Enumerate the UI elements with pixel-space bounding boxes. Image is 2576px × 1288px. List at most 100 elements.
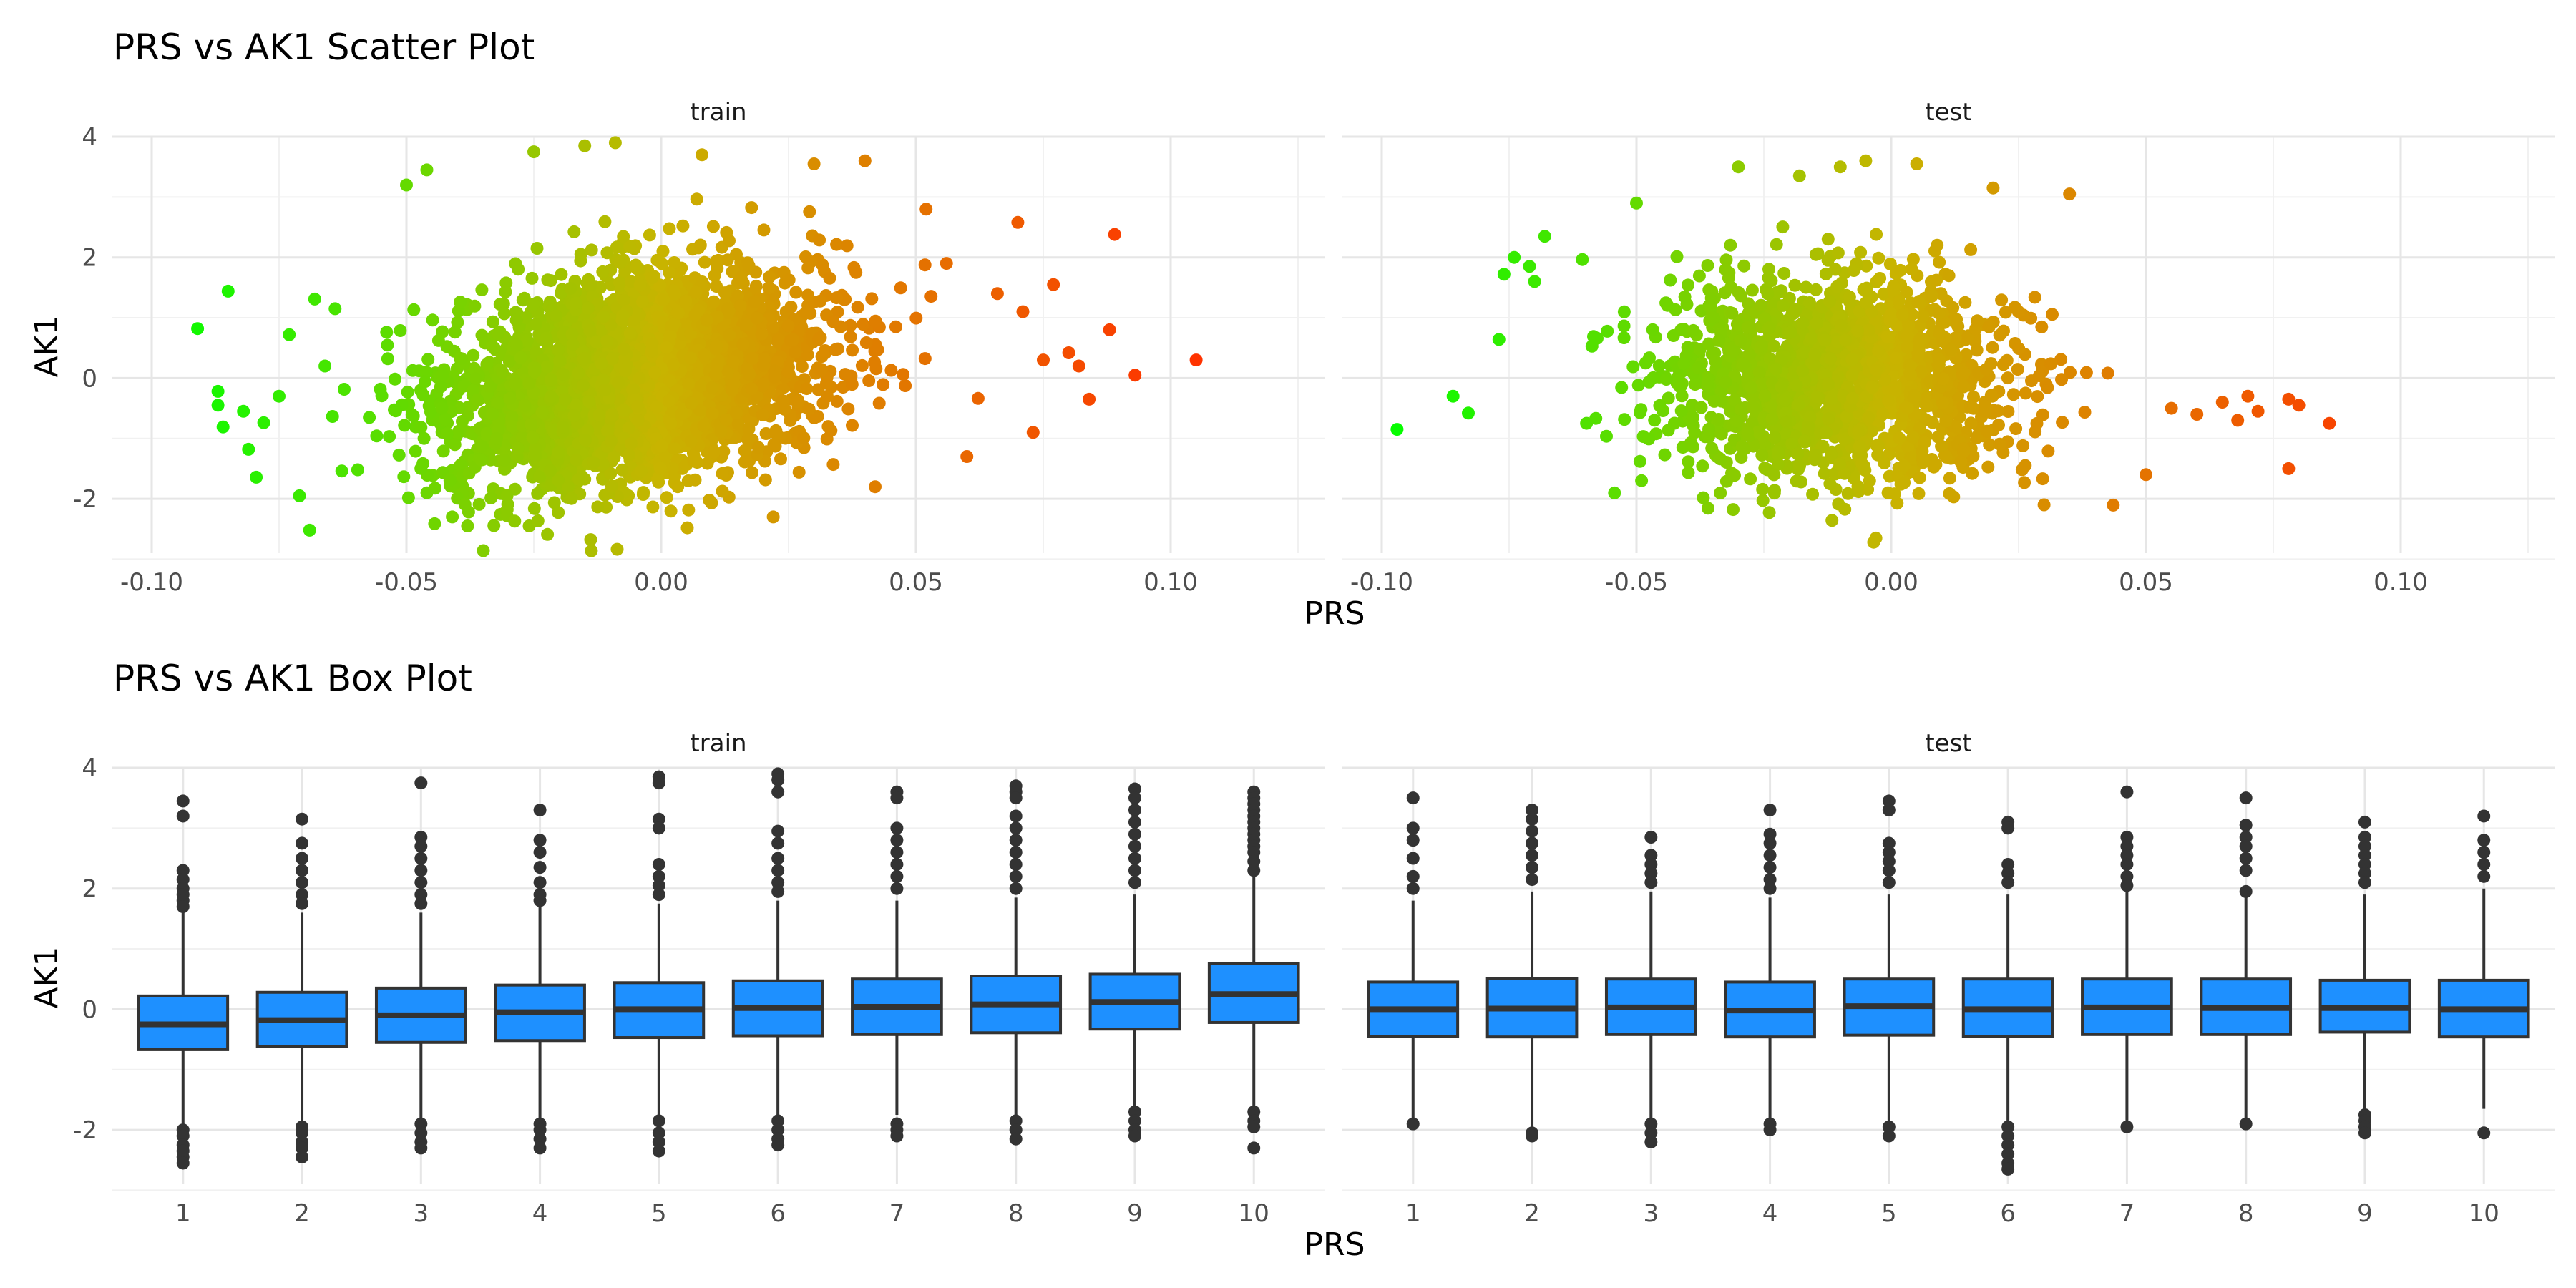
scatter-point [660,491,673,504]
scatter-point [1993,328,2006,342]
scatter-point [451,316,464,329]
scatter-point [1732,160,1745,174]
scatter-point [821,420,835,434]
scatter-point [1946,301,1960,314]
scatter-point [414,421,428,434]
scatter-point [664,504,678,518]
scatter-point [769,427,783,441]
scatter-point [1822,377,1835,391]
scatter-point [529,318,542,331]
scatter-point [2001,405,2015,418]
scatter-point [1702,337,1715,351]
scatter-point [1719,376,1732,389]
scatter-point [1737,259,1751,273]
scatter-point [1016,305,1030,318]
scatter-point [439,412,452,426]
scatter-point [865,292,879,306]
scatter-point [862,374,876,387]
scatter-point [756,379,769,393]
scatter-point [595,357,608,371]
scatter-point [1652,359,1666,372]
scatter-point [496,365,509,379]
scatter-point [1932,358,1946,371]
scatter-point [1807,453,1821,467]
scatter-point [1576,253,1589,266]
scatter-point [615,313,629,327]
scatter-point [1635,474,1649,487]
scatter-point [1682,466,1695,479]
scatter-point [650,400,663,414]
scatter-point [1958,296,1972,309]
scatter-point [1728,469,1741,482]
scatter-point [1777,267,1791,280]
scatter-point [572,472,585,486]
scatter-point [1908,389,1921,402]
scatter-point [2035,358,2048,371]
scatter-point [782,273,796,287]
scatter-point [509,377,522,391]
scatter-point [610,240,623,254]
scatter-point [789,286,803,299]
scatter-point [802,402,816,416]
scatter-point [1659,373,1673,386]
scatter-point [622,448,635,462]
scatter-point [1778,393,1792,406]
scatter-point [487,341,501,355]
scatter-point [1872,439,1885,453]
scatter-point [726,355,740,369]
scatter-point [648,366,662,379]
scatter-point [1492,333,1506,346]
scatter-point [1984,357,1998,371]
scatter-point [720,225,733,239]
scatter-point [1712,413,1725,426]
scatter-point [409,444,422,458]
scatter-point [1913,296,1926,310]
scatter-point [338,383,351,396]
scatter-point [1859,296,1873,309]
scatter-point [1984,389,1998,402]
scatter-point [552,342,565,356]
scatter-point [587,456,600,469]
scatter-point [716,484,729,498]
scatter-point [1682,278,1694,292]
scatter-point [1916,309,1930,323]
scatter-point [472,497,486,511]
scatter-point [1830,280,1844,293]
scatter-point [497,307,511,321]
scatter-point [1686,411,1699,424]
scatter-point [781,319,795,333]
scatter-point [1991,404,2005,418]
scatter-point [1752,366,1766,379]
scatter-point [469,372,482,385]
scatter-point [1966,467,1979,480]
scatter-point [1898,476,1911,489]
scatter-point [1696,459,1709,473]
scatter-point [797,431,811,444]
scatter-point [1756,482,1770,496]
scatter-point [1701,259,1714,272]
scatter-point [1707,394,1721,408]
scatter-point [706,381,719,394]
scatter-point [509,338,523,351]
scatter-point [1702,502,1714,515]
scatter-point [637,486,650,499]
scatter-point [600,334,614,348]
scatter-point [1634,403,1648,416]
scatter-point [2079,366,2093,379]
scatter-point [1942,269,1956,283]
scatter-point [730,406,743,420]
scatter-point [2019,459,2032,472]
scatter-point [577,379,590,392]
scatter-point [1790,474,1803,488]
scatter-point [698,348,711,362]
scatter-point [597,374,610,387]
scatter-point [790,395,804,408]
scatter-point [869,314,882,328]
scatter-point [443,474,457,487]
scatter-point [1775,380,1788,394]
scatter-point [528,365,541,379]
scatter-point [326,410,339,423]
scatter-point [1747,439,1760,453]
scatter-point [1936,396,1949,409]
